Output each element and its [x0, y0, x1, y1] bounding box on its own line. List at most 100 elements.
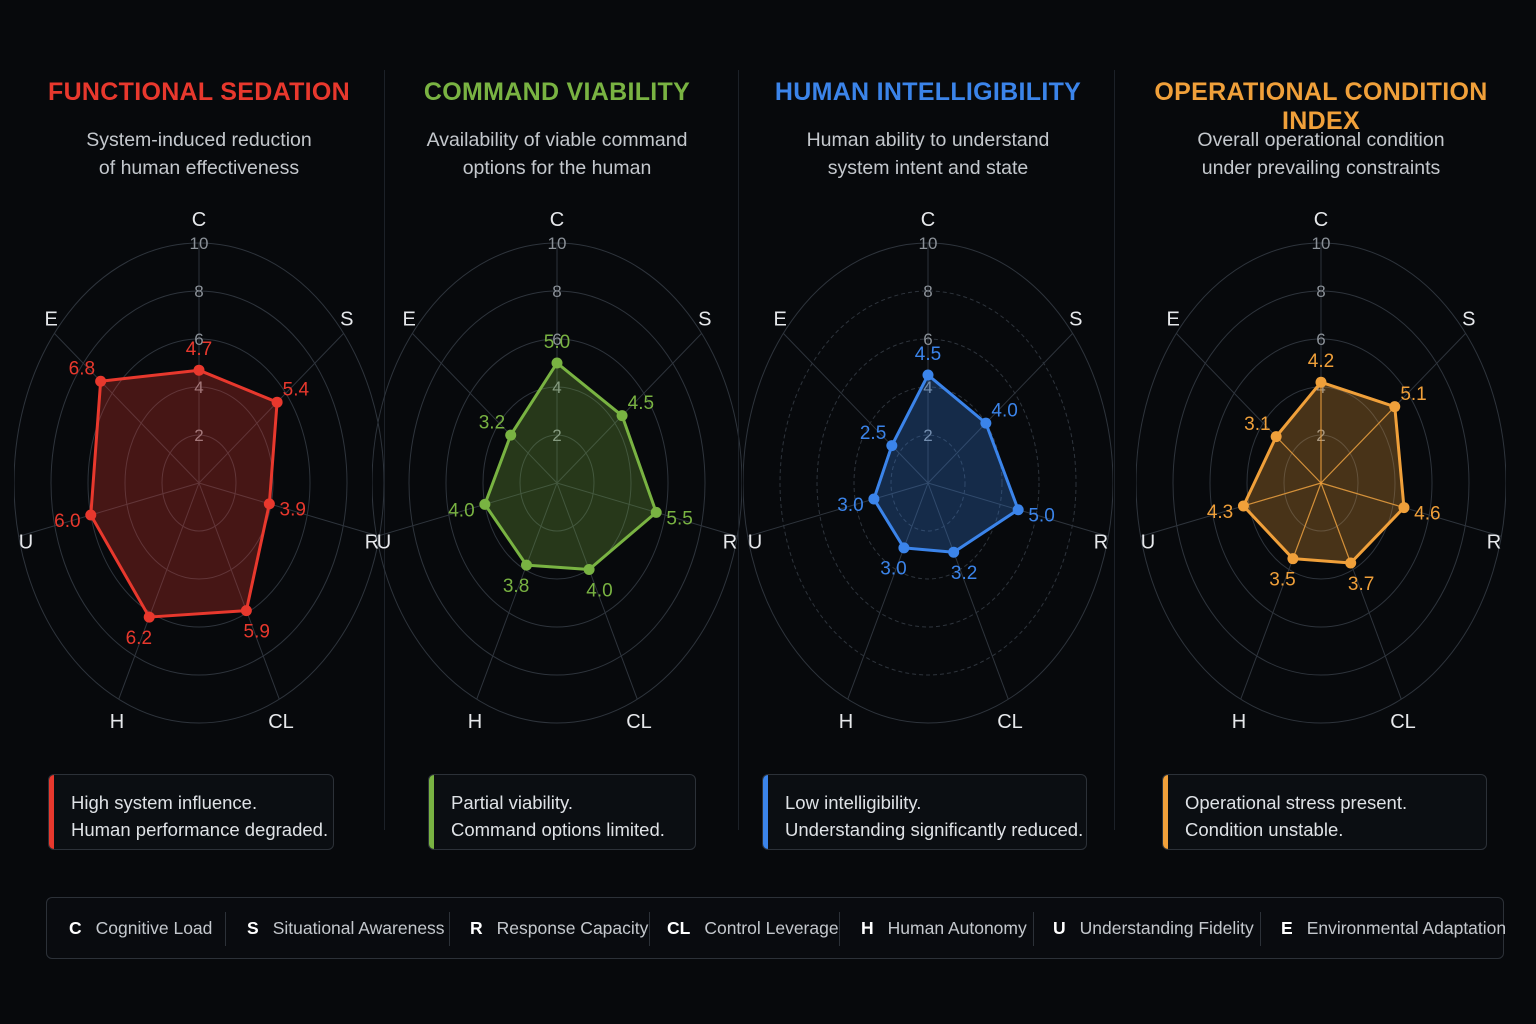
legend-separator [449, 912, 450, 946]
tick-label: 10 [919, 234, 938, 253]
legend-label: Human Autonomy [887, 918, 1027, 938]
axis-label: R [723, 532, 737, 554]
legend-separator [1033, 912, 1034, 946]
note-text: Partial viability. Command options limit… [451, 789, 665, 843]
panel-subtitle: Overall operational condition under prev… [1136, 126, 1506, 182]
axis-label: CL [997, 711, 1023, 733]
value-label: 4.0 [448, 500, 474, 521]
note-line-2: Understanding significantly reduced. [785, 819, 1084, 840]
tick-label: 8 [923, 282, 932, 301]
axis-label: S [698, 308, 711, 330]
value-label: 4.6 [1414, 503, 1440, 524]
axis-label: S [340, 308, 353, 330]
data-point [193, 364, 205, 376]
legend-separator [1260, 912, 1261, 946]
axis-label: R [365, 532, 379, 554]
value-label: 5.9 [244, 621, 270, 642]
axis-spoke [927, 482, 1009, 700]
legend-label: Situational Awareness [272, 918, 445, 938]
value-label: 3.2 [479, 412, 505, 433]
note-line-2: Condition unstable. [1185, 819, 1344, 840]
data-point [868, 493, 880, 505]
axis-spoke [556, 482, 638, 700]
note-line-1: High system influence. [71, 792, 258, 813]
value-label: 3.2 [951, 563, 977, 584]
data-point [1012, 504, 1024, 516]
note-accent-bar [49, 775, 54, 849]
axis-label: E [774, 308, 787, 330]
axis-label: C [550, 209, 564, 231]
subtitle-line-1: Human ability to understand [806, 129, 1050, 151]
data-point [1270, 431, 1282, 443]
value-label: 4.0 [991, 400, 1017, 421]
value-label: 5.0 [544, 332, 570, 353]
panel-human-intelligibility: HUMAN INTELLIGIBILITY Human ability to u… [743, 0, 1113, 880]
data-polygon [89, 368, 279, 619]
axis-label: R [1487, 532, 1501, 554]
axis-spoke [412, 333, 558, 484]
value-label: 3.7 [1348, 574, 1374, 595]
axis-label: R [1094, 532, 1108, 554]
data-spoke [1320, 482, 1405, 509]
axis-spoke [476, 482, 558, 700]
data-point [1237, 500, 1249, 512]
data-point [948, 546, 960, 558]
panel-title: HUMAN INTELLIGIBILITY [774, 78, 1082, 106]
axis-label: H [110, 711, 124, 733]
radar-chart-functional-sedation: 2 4 6 8 10 4.7 5.4 3.9 5.9 6.2 6.0 6.8 C S R CL H U E [14, 209, 384, 733]
note-line-1: Low intelligibility. [785, 792, 922, 813]
value-label: 2.5 [860, 423, 886, 444]
legend-item-c: C Cognitive Load [69, 898, 212, 958]
subtitle-line-1: System-induced reduction [86, 129, 312, 151]
value-label: 3.8 [503, 576, 529, 597]
tick-label: 6 [923, 330, 932, 349]
data-point [271, 396, 283, 408]
axis-spoke [556, 333, 702, 484]
panel-title: OPERATIONAL CONDITION INDEX [1154, 78, 1488, 135]
panel-title: FUNCTIONAL SEDATION [48, 78, 350, 106]
value-label: 6.8 [69, 359, 95, 380]
tick-label: 8 [194, 282, 203, 301]
axis-label: H [839, 711, 853, 733]
value-label: 5.4 [283, 379, 310, 400]
grid-ring [779, 290, 1077, 676]
panel-divider [738, 70, 739, 830]
value-label: 4.5 [915, 344, 941, 365]
value-label: 3.0 [837, 495, 863, 516]
value-label: 3.1 [1244, 414, 1270, 435]
tick-label: 10 [190, 234, 209, 253]
panel-divider [384, 70, 385, 830]
data-point [520, 559, 532, 571]
subtitle-line-2: system intent and state [827, 157, 1029, 179]
legend-item-u: U Understanding Fidelity [1053, 898, 1254, 958]
axis-label: E [403, 308, 416, 330]
value-label: 4.3 [1207, 502, 1233, 523]
panel-subtitle: Human ability to understand system inten… [743, 126, 1113, 182]
legend-item-h: H Human Autonomy [861, 898, 1027, 958]
data-point [95, 375, 107, 387]
tick-label: 4 [194, 378, 203, 397]
value-label: 4.2 [1308, 351, 1334, 372]
axis-spoke [118, 482, 200, 700]
status-note-functional-sedation: High system influence. Human performance… [48, 774, 334, 850]
subtitle-line-2: options for the human [462, 157, 652, 179]
data-point [479, 498, 491, 510]
value-label: 4.5 [628, 393, 654, 414]
axis-label: U [748, 532, 762, 554]
tick-label: 2 [923, 426, 932, 445]
note-line-1: Partial viability. [451, 792, 574, 813]
value-label: 5.1 [1400, 384, 1426, 405]
axis-spoke [556, 482, 738, 537]
tick-label: 10 [548, 234, 567, 253]
legend-item-s: S Situational Awareness [247, 898, 445, 958]
subtitle-line-2: under prevailing constraints [1201, 157, 1441, 179]
axis-spoke [198, 482, 380, 537]
note-accent-bar [1163, 775, 1168, 849]
legend-label: Control Leverage [704, 918, 839, 938]
data-point [1315, 376, 1327, 388]
note-text: Low intelligibility. Understanding signi… [785, 789, 1083, 843]
axis-label: H [468, 711, 482, 733]
legend-label: Understanding Fidelity [1079, 918, 1254, 938]
axis-spoke [783, 333, 929, 484]
value-label: 3.5 [1269, 570, 1295, 591]
